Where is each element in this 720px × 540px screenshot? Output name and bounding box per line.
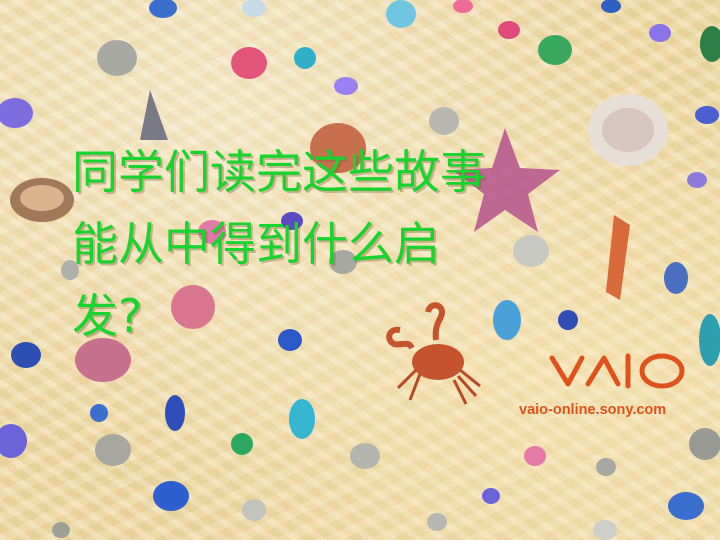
title-line-3: 发? (72, 289, 143, 343)
starfish (452, 128, 560, 232)
title-line-2: 能从中得到什么启 (72, 217, 440, 271)
crab-icon (386, 302, 481, 405)
title-line-1: 同学们读完这些故事 (72, 145, 486, 199)
slide-title: 同学们读完这些故事 能从中得到什么启 发? (72, 136, 692, 352)
seashells (10, 90, 668, 300)
brand-url: vaio-online.sony.com (519, 402, 667, 418)
vaio-logo (549, 353, 685, 389)
